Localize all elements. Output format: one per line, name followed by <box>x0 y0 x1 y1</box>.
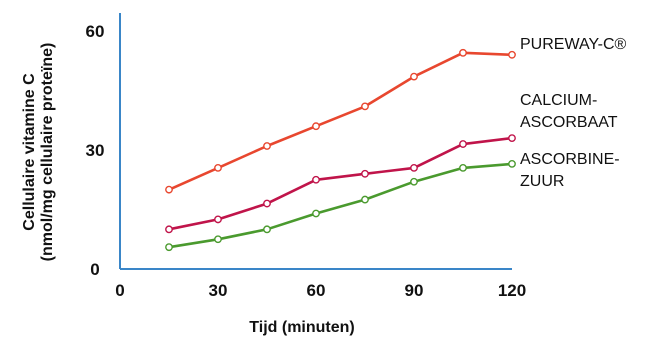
x-tick-label: 30 <box>209 281 228 300</box>
data-point <box>459 140 467 148</box>
legend-label: CALCIUM- <box>520 92 597 109</box>
x-tick-label: 0 <box>115 281 124 300</box>
data-point <box>410 163 418 172</box>
data-point <box>312 122 320 131</box>
data-point <box>508 50 516 59</box>
data-point <box>165 225 173 234</box>
series-lines <box>168 51 513 249</box>
legend-label: ZUUR <box>520 173 564 190</box>
x-tick-label: 60 <box>307 281 326 300</box>
series-line <box>168 51 513 191</box>
data-point <box>214 235 222 244</box>
data-point <box>410 72 418 81</box>
data-point <box>312 209 320 218</box>
x-tick-labels: 0 30 60 90 120 <box>115 281 526 300</box>
legend-label: PUREWAY-C® <box>520 36 627 53</box>
data-point <box>165 185 173 194</box>
y-axis-title-line-2: (nmol/mg cellulaire proteïne) <box>39 43 56 262</box>
data-point <box>165 243 173 252</box>
data-point <box>361 169 369 178</box>
data-point <box>361 102 369 111</box>
x-tick-label: 90 <box>405 281 424 300</box>
y-axis-title-line-1: Cellulaire vitamine C <box>21 73 38 231</box>
series-line <box>168 162 513 249</box>
legend: PUREWAY-C® CALCIUM- ASCORBAAT ASCORBINE- ZUU… <box>520 36 627 190</box>
data-point <box>459 163 467 172</box>
y-tick-label: 0 <box>90 260 99 279</box>
data-point <box>312 175 320 184</box>
data-point <box>459 48 467 57</box>
x-axis-title: Tijd (minuten) <box>249 319 354 336</box>
data-point <box>263 142 271 150</box>
data-point <box>214 215 222 224</box>
x-tick-label: 120 <box>498 281 526 300</box>
series-points <box>165 48 516 252</box>
y-tick-labels: 0 30 60 <box>86 22 105 279</box>
data-point <box>263 199 271 208</box>
data-point <box>214 163 222 172</box>
legend-label: ASCORBINE- <box>520 151 620 168</box>
y-axis-title: Cellulaire vitamine C (nmol/mg cellulair… <box>21 43 56 262</box>
y-tick-label: 60 <box>86 22 105 41</box>
y-tick-label: 30 <box>86 141 105 160</box>
legend-label: ASCORBAAT <box>520 114 618 131</box>
data-point <box>361 195 369 204</box>
data-point <box>508 134 516 143</box>
series-line <box>168 136 513 231</box>
data-point <box>508 159 516 168</box>
data-point <box>263 225 271 234</box>
data-point <box>410 177 418 186</box>
